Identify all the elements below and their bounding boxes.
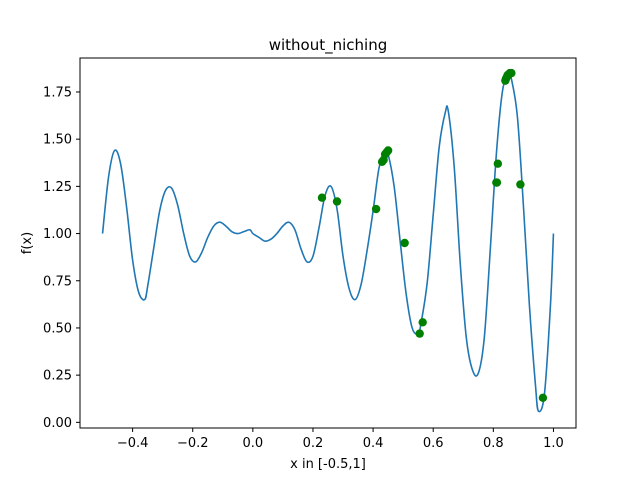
x-axis-label: x in [-0.5,1] xyxy=(290,457,366,472)
y-tick-label: 0.75 xyxy=(43,274,72,289)
scatter-point xyxy=(383,146,393,155)
scatter-point xyxy=(400,238,409,248)
y-tick-label: 1.75 xyxy=(43,85,72,100)
scatter-point xyxy=(418,318,427,327)
scatter-point xyxy=(507,68,516,78)
x-tick-label: 0.0 xyxy=(243,436,264,451)
axes-frame xyxy=(79,57,577,429)
scatter-point xyxy=(415,329,424,338)
y-tick-label: 1.50 xyxy=(43,133,72,148)
y-axis: 0.00 0.25 0.50 0.75 1.00 1.25 1.50 1.75 xyxy=(43,85,80,431)
series-line xyxy=(101,71,555,413)
y-tick-label: 1.25 xyxy=(43,180,72,195)
x-tick-label: 0.8 xyxy=(483,436,504,451)
y-tick-label: 1.00 xyxy=(43,227,72,242)
x-tick-label: 1.0 xyxy=(543,436,564,451)
scatter-point xyxy=(371,204,381,214)
chart-title: without_niching xyxy=(269,36,388,55)
x-tick-label: 0.4 xyxy=(363,436,384,451)
plot-area xyxy=(101,68,555,413)
scatter-point xyxy=(317,193,327,202)
x-axis: −0.4 −0.2 0.0 0.2 0.4 0.6 0.8 1.0 xyxy=(117,428,564,451)
scatter-point xyxy=(493,159,503,168)
x-tick-label: 0.2 xyxy=(303,436,324,451)
scatter-point xyxy=(332,197,342,206)
y-tick-label: 0.00 xyxy=(43,416,72,431)
scatter-point xyxy=(516,180,525,189)
x-tick-label: −0.2 xyxy=(177,436,209,451)
y-tick-label: 0.50 xyxy=(43,321,72,336)
scatter-point xyxy=(492,178,502,187)
y-tick-label: 0.25 xyxy=(43,369,72,384)
x-tick-label: −0.4 xyxy=(117,436,149,451)
scatter-point xyxy=(538,393,548,402)
y-axis-label: f(x) xyxy=(20,232,35,254)
x-tick-label: 0.6 xyxy=(423,436,444,451)
